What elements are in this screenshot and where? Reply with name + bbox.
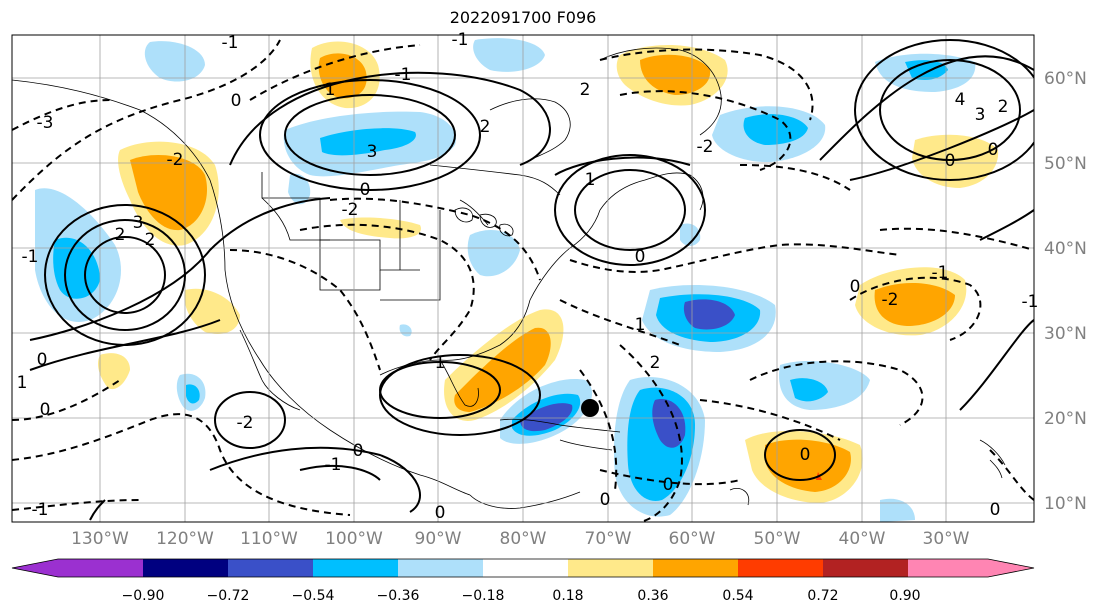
contour-label: 1 — [635, 315, 646, 335]
contour-label: 3 — [975, 105, 986, 125]
lon-label: 120°W — [156, 529, 214, 549]
contour-label: -1 — [1022, 292, 1039, 312]
contour-label: -1 — [32, 500, 49, 520]
contour-label: -3 — [37, 113, 54, 133]
contour-label: 2 — [650, 353, 661, 373]
contour-label: 0 — [360, 180, 371, 200]
contour-label: -2 — [342, 200, 359, 220]
contour-label: 0 — [600, 490, 611, 510]
contour-label: 0 — [231, 91, 242, 111]
contour-label: 0 — [988, 140, 999, 160]
contour-label: 0 — [990, 500, 1001, 520]
colorbar: −0.90 −0.72 −0.54 −0.36 −0.18 0.18 0.36 … — [11, 558, 1035, 604]
storm-center-marker — [581, 399, 599, 417]
contour-label: 0 — [635, 247, 646, 267]
lat-label: 30°N — [1044, 324, 1087, 344]
lat-label: 10°N — [1044, 494, 1087, 514]
contour-label: -1 — [325, 455, 342, 475]
contour-label: 0 — [800, 445, 811, 465]
colorbar-tick-label: −0.54 — [292, 588, 335, 604]
colorbar-segment — [228, 559, 313, 577]
contour-label: 2 — [115, 225, 126, 245]
contour-label: 1 — [17, 373, 28, 393]
lon-label: 70°W — [585, 529, 632, 549]
contour-label: -1 — [395, 65, 412, 85]
colorbar-segment — [58, 559, 143, 577]
colorbar-tick-label: −0.36 — [377, 588, 420, 604]
colorbar-segment — [313, 559, 398, 577]
colorbar-tick-label: −0.90 — [122, 588, 165, 604]
contour-value-labels: -3 -1 0 1 -2 3 2 -1 2 0 3 -2 1 0 -1 2 4 … — [17, 30, 1039, 523]
colorbar-tick-label: −0.18 — [462, 588, 505, 604]
contour-lines-dashed — [12, 39, 1034, 522]
lon-axis-labels: 130°W 120°W 110°W 100°W 90°W 80°W 70°W 6… — [71, 529, 970, 549]
lat-label: 50°N — [1044, 154, 1087, 174]
lon-label: 110°W — [240, 529, 298, 549]
colorbar-segment — [398, 559, 483, 577]
contour-label: 2 — [998, 97, 1009, 117]
lon-label: 90°W — [415, 529, 462, 549]
contour-label: 2 — [145, 230, 156, 250]
contour-label: -2 — [167, 150, 184, 170]
contour-label: 3 — [133, 213, 144, 233]
contour-label: -1 — [452, 30, 469, 50]
contour-label: 0 — [37, 350, 48, 370]
contour-lines — [29, 39, 1034, 521]
contour-label: 0 — [945, 151, 956, 171]
colorbar-extend-min — [12, 559, 58, 577]
colorbar-outline — [11, 558, 1035, 578]
lon-label: 100°W — [325, 529, 383, 549]
shaded-anomaly-layer — [35, 38, 999, 522]
lon-label: 30°W — [923, 529, 970, 549]
map-title: 2022091700 F096 — [449, 8, 597, 27]
lat-label: 60°N — [1044, 69, 1087, 89]
contour-label: -1 — [932, 263, 949, 283]
colorbar-segment — [908, 559, 988, 577]
contour-label: 0 — [40, 400, 51, 420]
contour-label: 3 — [367, 142, 378, 162]
contour-label: 0 — [353, 441, 364, 461]
lon-label: 130°W — [71, 529, 129, 549]
colorbar-segment — [823, 559, 908, 577]
colorbar-segment — [653, 559, 738, 577]
colorbar-segment — [483, 559, 568, 577]
contour-label: 0 — [850, 277, 861, 297]
colorbar-tick-label: −0.72 — [207, 588, 250, 604]
lon-label: 40°W — [839, 529, 886, 549]
contour-label: -2 — [697, 137, 714, 157]
colorbar-ticks: −0.90 −0.72 −0.54 −0.36 −0.18 0.18 0.36 … — [122, 588, 921, 604]
colorbar-tick-label: 0.36 — [637, 588, 668, 604]
colorbar-extend-max — [988, 559, 1034, 577]
contour-label: 2 — [580, 80, 591, 100]
colorbar-tick-label: 0.18 — [552, 588, 583, 604]
lat-label: 40°N — [1044, 239, 1087, 259]
contour-label: 4 — [955, 90, 966, 110]
lon-label: 80°W — [500, 529, 547, 549]
lat-axis-labels: 60°N 50°N 40°N 30°N 20°N 10°N — [1044, 69, 1087, 514]
contour-label: 1 — [325, 80, 336, 100]
map-frame — [11, 34, 1035, 523]
contour-label: 2 — [480, 117, 491, 137]
colorbar-segment — [143, 559, 228, 577]
contour-label: -2 — [237, 413, 254, 433]
colorbar-segment — [568, 559, 653, 577]
lat-label: 20°N — [1044, 409, 1087, 429]
contour-label: 1 — [435, 353, 446, 373]
contour-label: 1 — [585, 170, 596, 190]
colorbar-segment — [738, 559, 823, 577]
contour-label: -1 — [22, 247, 39, 267]
lon-label: 50°W — [754, 529, 801, 549]
contour-label: -1 — [222, 33, 239, 53]
contour-label: -2 — [882, 290, 899, 310]
colorbar-tick-label: 0.72 — [807, 588, 838, 604]
contour-label: 0 — [663, 475, 674, 495]
lon-label: 60°W — [669, 529, 716, 549]
colorbar-tick-label: 0.54 — [722, 588, 753, 604]
colorbar-tick-label: 0.90 — [889, 588, 920, 604]
contour-label: 0 — [435, 503, 446, 523]
